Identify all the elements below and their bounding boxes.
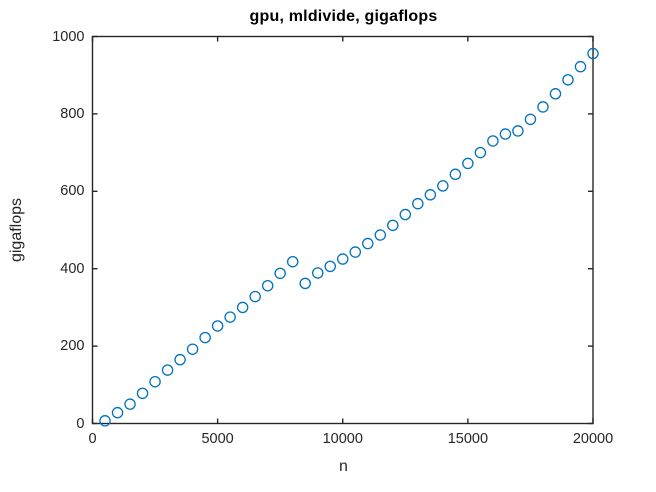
y-tick-label: 1000 bbox=[52, 28, 85, 45]
data-point-marker bbox=[474, 146, 487, 159]
y-tick-label: 400 bbox=[60, 260, 85, 277]
data-point-marker bbox=[549, 88, 562, 100]
x-tick-label: 5000 bbox=[201, 430, 234, 447]
data-point-marker bbox=[374, 229, 387, 241]
data-point-marker bbox=[449, 168, 462, 181]
data-point-marker bbox=[462, 157, 474, 170]
x-tick-label: 10000 bbox=[322, 430, 363, 447]
x-tick-label: 15000 bbox=[447, 430, 489, 447]
data-point-marker bbox=[249, 290, 261, 303]
y-tick-label: 200 bbox=[60, 338, 85, 355]
y-tick-label: 0 bbox=[76, 415, 85, 432]
data-point-marker bbox=[286, 255, 299, 268]
data-point-marker bbox=[224, 311, 236, 323]
data-point-marker bbox=[362, 237, 374, 250]
data-point-marker bbox=[211, 320, 224, 332]
y-tick-label: 800 bbox=[60, 105, 85, 122]
data-point-marker bbox=[399, 208, 412, 221]
data-point-marker bbox=[274, 267, 286, 280]
data-point-marker bbox=[412, 197, 424, 210]
data-points-layer bbox=[99, 47, 599, 427]
data-point-marker bbox=[424, 189, 437, 201]
data-point-marker bbox=[236, 301, 249, 314]
x-axis-label: n bbox=[339, 458, 348, 475]
data-point-marker bbox=[149, 375, 161, 388]
data-point-marker bbox=[587, 47, 599, 60]
data-point-marker bbox=[349, 246, 362, 258]
data-point-marker bbox=[437, 180, 449, 192]
data-point-marker bbox=[537, 101, 549, 113]
data-point-marker bbox=[311, 267, 324, 279]
data-point-marker bbox=[124, 398, 136, 410]
data-point-marker bbox=[487, 135, 499, 147]
data-point-marker bbox=[136, 387, 149, 400]
data-point-marker bbox=[562, 74, 574, 86]
data-point-marker bbox=[324, 260, 336, 273]
data-point-marker bbox=[174, 353, 186, 366]
data-point-marker bbox=[186, 343, 199, 355]
y-axis-label-container: gigaflops bbox=[6, 36, 28, 424]
x-tick-label: 0 bbox=[88, 430, 97, 447]
axes-layer bbox=[91, 35, 594, 425]
y-axis-label: gigaflops bbox=[8, 197, 26, 263]
data-point-marker bbox=[99, 415, 111, 427]
data-point-marker bbox=[387, 219, 399, 232]
data-point-marker bbox=[336, 253, 349, 265]
data-point-marker bbox=[499, 128, 512, 140]
data-point-marker bbox=[574, 60, 587, 73]
x-tick-label: 20000 bbox=[572, 430, 614, 447]
data-point-marker bbox=[261, 279, 274, 292]
data-point-marker bbox=[299, 277, 311, 290]
data-point-marker bbox=[161, 364, 174, 376]
plot-title: gpu, mldivide, gigaflops bbox=[249, 8, 438, 25]
data-point-marker bbox=[111, 406, 124, 419]
data-point-marker bbox=[199, 331, 211, 344]
data-point-marker bbox=[512, 125, 524, 137]
data-point-marker bbox=[524, 113, 537, 126]
y-tick-label: 600 bbox=[60, 183, 85, 200]
